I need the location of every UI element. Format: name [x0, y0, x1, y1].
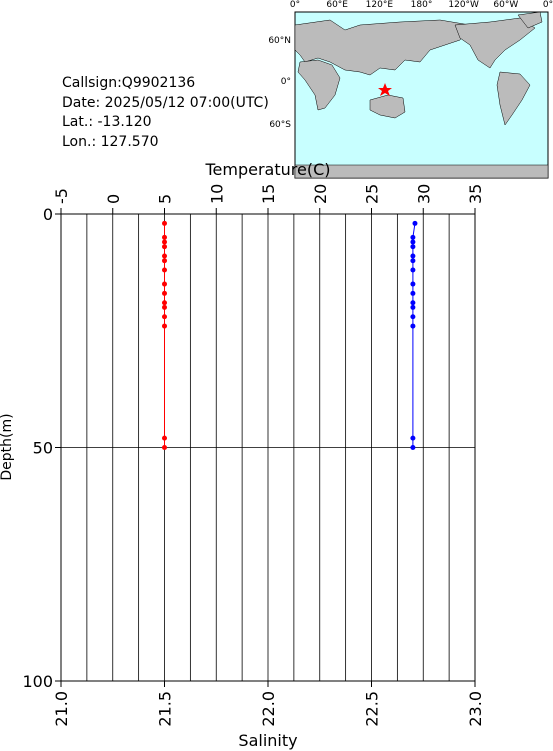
- y-axis-title: Depth(m): [0, 413, 15, 480]
- callsign: Callsign:Q9902136: [62, 75, 195, 91]
- profile-point: [162, 234, 167, 240]
- x-tick-label: 5: [156, 194, 175, 204]
- x2-tick-label: 21.5: [156, 691, 175, 727]
- profile-point: [410, 253, 416, 259]
- map-lat-label: 0°: [281, 77, 291, 87]
- x2-tick-label: 23.0: [466, 691, 485, 727]
- map-lon-label: 60°E: [326, 0, 348, 10]
- profile-point: [162, 304, 167, 310]
- antarctica: [294, 164, 549, 179]
- float-location: [378, 83, 392, 96]
- profile-point: [162, 239, 167, 245]
- profile-point: [162, 220, 167, 226]
- map-lat-label: 60°S: [269, 120, 291, 130]
- y-tick-label: 100: [22, 672, 53, 691]
- australia: [369, 94, 406, 119]
- map-lon-label: 120°W: [448, 0, 479, 10]
- profile-point: [410, 290, 416, 296]
- map-lon-label: 180°: [411, 0, 433, 10]
- profile-point: [162, 281, 167, 287]
- profile-point: [410, 244, 416, 250]
- map-lon-label: 60°W: [493, 0, 518, 10]
- profile-point: [410, 239, 416, 245]
- map-lon-label: 0°: [290, 0, 300, 10]
- map-lon-label: 0°: [543, 0, 553, 10]
- africa: [297, 59, 341, 111]
- longitude: Lon.: 127.570: [62, 134, 159, 150]
- profile-point: [162, 253, 167, 259]
- x-tick-label: 20: [311, 184, 330, 204]
- map-lon-label: 120°E: [366, 0, 394, 10]
- profile-point: [410, 304, 416, 310]
- latitude: Lat.: -13.120: [62, 114, 152, 130]
- profile-point: [410, 314, 416, 320]
- profile-point: [162, 300, 167, 306]
- x-tick-label: 25: [363, 184, 382, 204]
- profile-point: [410, 281, 416, 287]
- profile-point: [162, 314, 167, 320]
- south-america: [496, 71, 531, 126]
- x2-tick-label: 22.5: [363, 691, 382, 727]
- x-axis-title: Temperature(C): [204, 160, 330, 179]
- x-tick-label: 30: [414, 184, 433, 204]
- x-tick-label: 15: [259, 184, 278, 204]
- x2-axis-title: Salinity: [238, 731, 297, 750]
- profile-point: [410, 445, 416, 450]
- profile-point: [162, 258, 167, 264]
- map: [294, 11, 549, 179]
- profile-point: [162, 244, 167, 250]
- x2-tick-label: 22.0: [259, 691, 278, 727]
- x-tick-label: 0: [104, 194, 123, 204]
- profile-point: [410, 234, 416, 240]
- date: Date: 2025/05/12 07:00(UTC): [62, 95, 269, 111]
- profile-point: [162, 323, 167, 329]
- x2-tick-label: 21.0: [52, 691, 71, 727]
- x-tick-label: -5: [52, 188, 71, 204]
- x-tick-label: 10: [207, 184, 226, 204]
- y-tick-label: 50: [33, 439, 53, 458]
- profile-point: [162, 445, 167, 450]
- profile-point: [410, 300, 416, 306]
- profile-point: [410, 323, 416, 329]
- map-lat-label: 60°N: [268, 36, 291, 46]
- profile-point: [410, 258, 416, 264]
- greenland: [517, 11, 543, 29]
- profile-point: [162, 290, 167, 296]
- profile-point: [162, 435, 167, 441]
- profile-point: [162, 267, 167, 273]
- profile-point: [410, 435, 416, 441]
- profile-point: [412, 220, 418, 226]
- eurasia: [294, 19, 471, 76]
- north-america: [454, 17, 536, 69]
- profile-point: [410, 267, 416, 273]
- x-tick-label: 35: [466, 184, 485, 204]
- y-tick-label: 0: [43, 205, 53, 224]
